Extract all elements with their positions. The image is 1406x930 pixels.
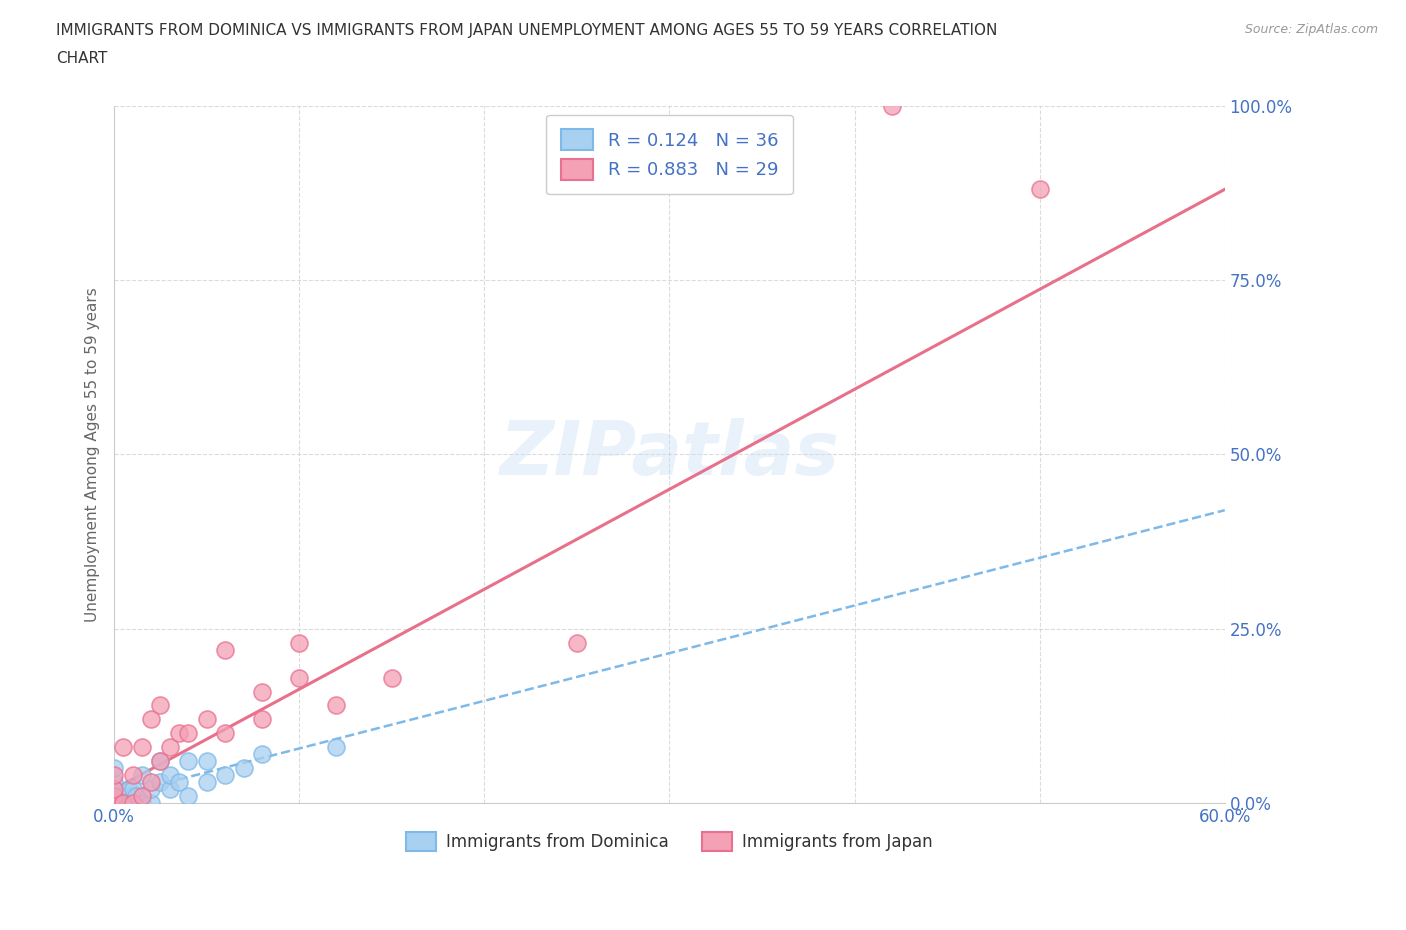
Point: [121, 768, 143, 783]
Point: [103, 796, 125, 811]
Point: [103, 789, 125, 804]
Point: [121, 796, 143, 811]
Point: [141, 712, 163, 727]
Point: [103, 792, 125, 807]
Text: ZIPatlas: ZIPatlas: [499, 418, 839, 491]
Point: [325, 698, 347, 713]
Legend: Immigrants from Dominica, Immigrants from Japan: Immigrants from Dominica, Immigrants fro…: [399, 825, 939, 857]
Point: [214, 726, 236, 741]
Point: [131, 796, 153, 811]
Point: [167, 775, 190, 790]
Point: [112, 796, 135, 811]
Point: [149, 698, 172, 713]
Point: [118, 782, 141, 797]
Point: [159, 768, 181, 783]
Point: [131, 740, 153, 755]
Point: [1028, 182, 1050, 197]
Point: [121, 782, 143, 797]
Point: [149, 775, 172, 790]
Point: [195, 754, 218, 769]
Point: [112, 796, 135, 811]
Point: [103, 796, 125, 811]
Point: [141, 775, 163, 790]
Point: [288, 635, 311, 650]
Point: [195, 712, 218, 727]
Point: [565, 635, 588, 650]
Point: [252, 712, 274, 727]
Point: [159, 740, 181, 755]
Point: [214, 643, 236, 658]
Text: IMMIGRANTS FROM DOMINICA VS IMMIGRANTS FROM JAPAN UNEMPLOYMENT AMONG AGES 55 TO : IMMIGRANTS FROM DOMINICA VS IMMIGRANTS F…: [56, 23, 998, 38]
Point: [125, 789, 148, 804]
Point: [177, 789, 200, 804]
Point: [177, 754, 200, 769]
Text: Source: ZipAtlas.com: Source: ZipAtlas.com: [1244, 23, 1378, 36]
Point: [252, 684, 274, 699]
Point: [167, 726, 190, 741]
Point: [149, 754, 172, 769]
Point: [103, 796, 125, 811]
Point: [103, 796, 125, 811]
Point: [214, 768, 236, 783]
Point: [112, 740, 135, 755]
Point: [103, 789, 125, 804]
Point: [131, 789, 153, 804]
Point: [177, 726, 200, 741]
Point: [103, 796, 125, 811]
Point: [141, 796, 163, 811]
Point: [381, 671, 404, 685]
Point: [159, 782, 181, 797]
Point: [103, 761, 125, 776]
Point: [288, 671, 311, 685]
Point: [103, 796, 125, 811]
Point: [103, 782, 125, 797]
Point: [121, 789, 143, 804]
Point: [141, 782, 163, 797]
Point: [121, 796, 143, 811]
Text: CHART: CHART: [56, 51, 108, 66]
Point: [103, 796, 125, 811]
Point: [149, 754, 172, 769]
Point: [103, 768, 125, 783]
Point: [103, 782, 125, 797]
Point: [195, 775, 218, 790]
Point: [131, 768, 153, 783]
Point: [103, 796, 125, 811]
Point: [232, 761, 254, 776]
Point: [103, 775, 125, 790]
Point: [252, 747, 274, 762]
Point: [325, 740, 347, 755]
Point: [112, 789, 135, 804]
Y-axis label: Unemployment Among Ages 55 to 59 years: Unemployment Among Ages 55 to 59 years: [86, 287, 100, 622]
Point: [880, 99, 903, 113]
